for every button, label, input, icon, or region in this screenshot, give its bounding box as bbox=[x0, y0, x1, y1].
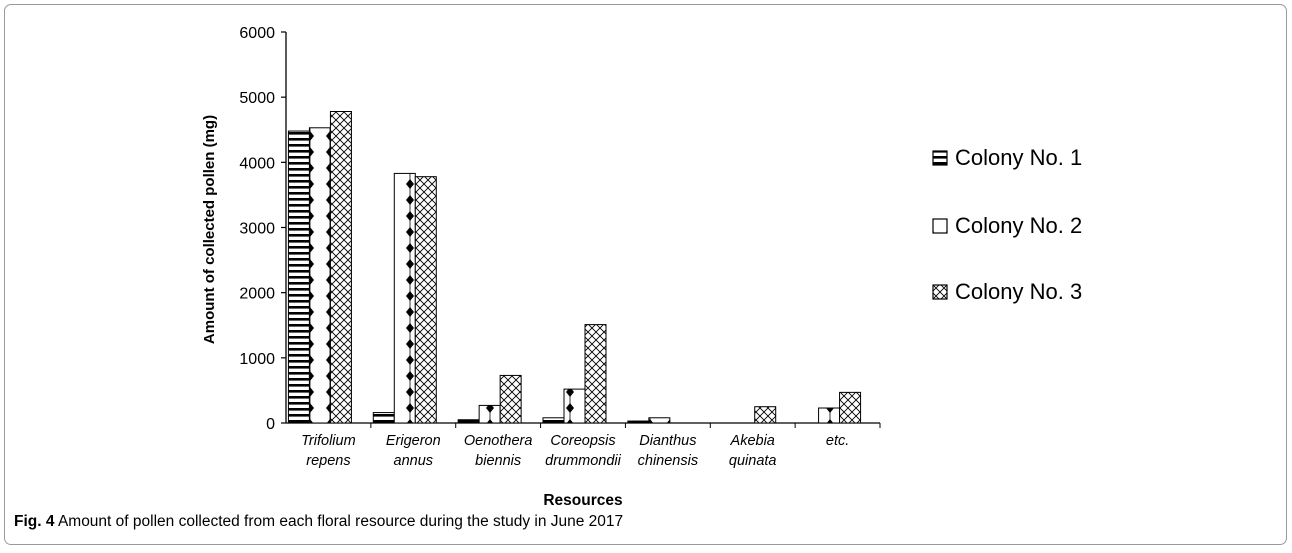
figure-caption: Fig. 4 Amount of pollen collected from e… bbox=[14, 513, 623, 531]
legend-swatch bbox=[933, 151, 947, 165]
x-tick-label: repens bbox=[306, 453, 350, 469]
bar-colony-no-3-7 bbox=[840, 392, 861, 423]
bar-colony-no-3-3 bbox=[500, 375, 521, 423]
bar-chart: 0 1000 2000 3000 4000 5000 6000 Amount of colle… bbox=[0, 0, 1292, 512]
bar-colony-no-3-2 bbox=[415, 177, 436, 423]
y-tick-label: 6000 bbox=[239, 25, 275, 42]
bar-colony-no-1-3 bbox=[458, 420, 479, 423]
bar-colony-no-3-4 bbox=[585, 325, 606, 423]
bar-colony-no-2-1 bbox=[309, 128, 330, 423]
figure-label: Fig. 4 bbox=[14, 513, 54, 530]
bar-colony-no-1-1 bbox=[288, 131, 309, 423]
bar-colony-no-1-2 bbox=[373, 413, 394, 423]
x-tick-label: drummondii bbox=[545, 453, 622, 469]
x-tick-label: etc. bbox=[826, 433, 849, 449]
bar-colony-no-3-6 bbox=[755, 407, 776, 423]
figure-caption-text: Amount of pollen collected from each flo… bbox=[58, 513, 623, 530]
bar-colony-no-3-1 bbox=[330, 112, 351, 423]
x-tick-label: biennis bbox=[475, 453, 521, 469]
legend-label: Colony No. 1 bbox=[955, 145, 1082, 170]
y-tick-label: 5000 bbox=[239, 90, 275, 107]
x-tick-label: Erigeron bbox=[386, 433, 441, 449]
legend-label: Colony No. 3 bbox=[955, 279, 1082, 304]
bar-colony-no-1-4 bbox=[543, 418, 564, 423]
bar-colony-no-1-5 bbox=[628, 421, 649, 423]
bar-colony-no-2-2 bbox=[394, 173, 415, 423]
legend-swatch bbox=[933, 219, 947, 233]
x-tick-label: Trifolium bbox=[301, 433, 356, 449]
bar-colony-no-2-5 bbox=[649, 418, 670, 423]
y-tick-label: 0 bbox=[266, 416, 275, 433]
x-tick-label: Coreopsis bbox=[550, 433, 615, 449]
y-tick-label: 3000 bbox=[239, 221, 275, 238]
y-tick-label: 1000 bbox=[239, 351, 275, 368]
y-tick-label: 4000 bbox=[239, 155, 275, 172]
x-tick-label: Akebia bbox=[730, 433, 775, 449]
x-tick-label: annus bbox=[394, 453, 434, 469]
x-tick-label: Dianthus bbox=[639, 433, 696, 449]
x-tick-label: chinensis bbox=[638, 453, 698, 469]
x-tick-label: quinata bbox=[729, 453, 777, 469]
y-tick-label: 2000 bbox=[239, 286, 275, 303]
legend-swatch bbox=[933, 285, 947, 299]
bar-colony-no-2-4 bbox=[564, 389, 585, 423]
bar-colony-no-2-7 bbox=[819, 408, 840, 423]
y-axis-title: Amount of collected pollen (mg) bbox=[201, 115, 218, 344]
x-tick-label: Oenothera bbox=[464, 433, 533, 449]
legend-label: Colony No. 2 bbox=[955, 213, 1082, 238]
bar-colony-no-2-3 bbox=[479, 405, 500, 423]
x-axis-title: Resources bbox=[543, 492, 622, 509]
